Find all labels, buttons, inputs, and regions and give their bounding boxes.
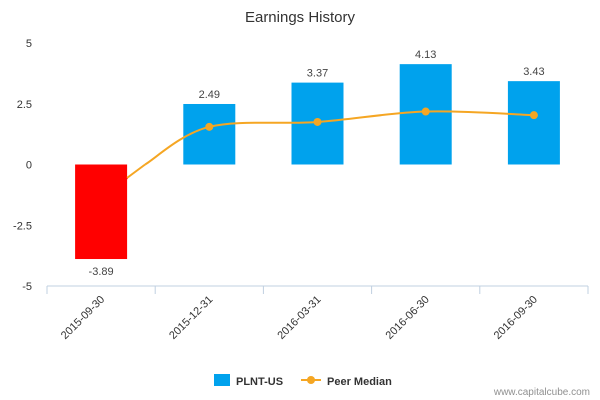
x-tick-label: 2015-09-30 <box>59 294 107 342</box>
peer-median-connector <box>126 163 146 179</box>
peer-median-entry-segment <box>106 177 128 201</box>
y-tick-label: 2.5 <box>17 99 32 111</box>
x-tick-label: 2015-12-31 <box>167 294 215 342</box>
y-tick-label: 0 <box>26 160 32 172</box>
peer-median-series <box>106 107 538 201</box>
bar-value-label: -3.89 <box>89 266 114 278</box>
credit-text: www.capitalcube.com <box>493 387 590 398</box>
y-axis: 5 2.5 0 -2.5 -5 <box>13 38 32 293</box>
bar-value-label: 3.43 <box>523 66 544 78</box>
peer-median-point[interactable] <box>205 122 214 131</box>
bar-data-labels: -3.89 2.49 3.37 4.13 3.43 <box>89 49 545 278</box>
legend-swatch-bar <box>214 374 230 386</box>
y-tick-label: 5 <box>26 38 32 50</box>
bar-2015-09-30[interactable] <box>75 164 128 260</box>
bar-value-label: 4.13 <box>415 49 436 61</box>
legend-label-plnt: PLNT-US <box>236 376 283 388</box>
x-axis: 2015-09-30 2015-12-31 2016-03-31 2016-06-30… <box>46 285 589 342</box>
peer-median-point[interactable] <box>313 117 322 126</box>
chart-title: Earnings History <box>245 9 356 26</box>
y-tick-label: -2.5 <box>13 220 32 232</box>
legend-label-peer-median: Peer Median <box>327 376 392 388</box>
bar-2016-09-30[interactable] <box>507 81 560 165</box>
legend-swatch-marker <box>307 376 315 384</box>
x-tick-label: 2016-09-30 <box>492 294 540 342</box>
y-tick-label: -5 <box>22 281 32 293</box>
legend-item-peer-median[interactable]: Peer Median <box>301 376 392 388</box>
x-tick-label: 2016-03-31 <box>275 294 323 342</box>
peer-median-point[interactable] <box>529 111 538 120</box>
x-tick-label: 2016-06-30 <box>384 294 432 342</box>
legend-item-plnt[interactable]: PLNT-US <box>214 374 283 388</box>
bar-value-label: 3.37 <box>307 68 328 80</box>
peer-median-point[interactable] <box>421 107 430 116</box>
legend[interactable]: PLNT-US Peer Median <box>214 374 392 388</box>
bar-value-label: 2.49 <box>199 89 220 101</box>
